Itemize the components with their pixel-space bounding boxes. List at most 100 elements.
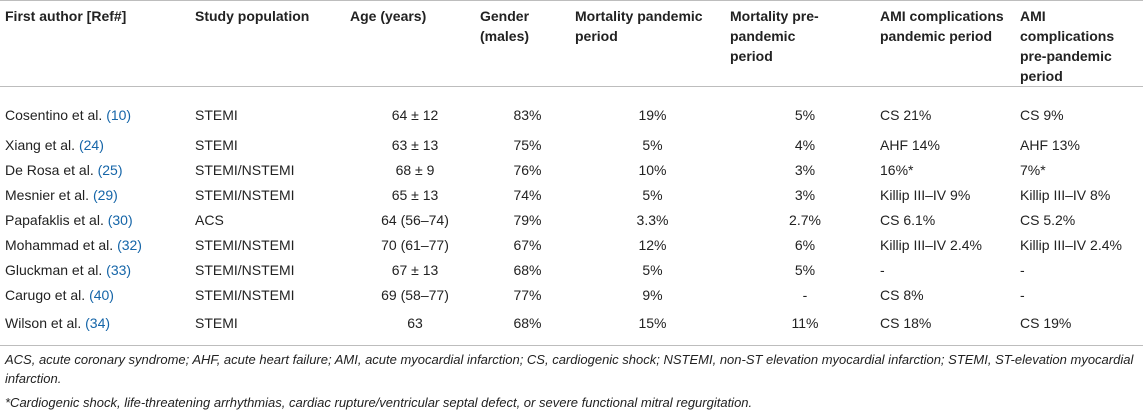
cell-mortality-pandemic: 3.3% bbox=[636, 211, 669, 228]
cell-population: STEMI/NSTEMI bbox=[195, 236, 295, 253]
cell-age: 64 (56–74) bbox=[381, 211, 449, 228]
table-row: Wilson et al. (34) STEMI 63 68% 15% 11% CS 18%… bbox=[0, 307, 1143, 346]
cell-ami-pre-pandemic: 7%* bbox=[1020, 161, 1046, 178]
header-ami-pandemic: AMI complications pandemic period bbox=[880, 1, 1020, 87]
header-mortality-pandemic: Mortality pandemic period bbox=[575, 1, 730, 87]
cell-gender: 68% bbox=[513, 315, 542, 331]
cell-ami-pre-pandemic: - bbox=[1020, 286, 1025, 303]
reference-link[interactable]: (30) bbox=[107, 211, 133, 228]
cell-author: Cosentino et al. (10) bbox=[0, 87, 195, 133]
reference-link[interactable]: (32) bbox=[117, 236, 142, 253]
cell-mortality-pre-pandemic: 11% bbox=[791, 315, 819, 331]
cell-author: Mohammad et al. (32) bbox=[0, 232, 195, 257]
cell-population: STEMI bbox=[195, 106, 238, 123]
cell-ami-pandemic: CS 18% bbox=[880, 315, 932, 331]
cell-ami-pre-pandemic: Killip III–IV 8% bbox=[1020, 186, 1111, 203]
cell-gender: 83% bbox=[513, 106, 542, 123]
table-row: Carugo et al. (40) STEMI/NSTEMI 69 (58–77)… bbox=[0, 282, 1143, 307]
cell-ami-pandemic: - bbox=[880, 261, 885, 278]
cell-age: 67 ± 13 bbox=[391, 261, 439, 278]
header-mortality-pre-pandemic-text: Mortality pre-pandemic period bbox=[730, 8, 819, 64]
cell-ami-pre-pandemic: Killip III–IV 2.4% bbox=[1020, 236, 1122, 253]
cell-author: Wilson et al. (34) bbox=[0, 307, 195, 346]
cell-population: STEMI bbox=[195, 315, 238, 331]
table-row: Mohammad et al. (32) STEMI/NSTEMI 70 (61–7… bbox=[0, 232, 1143, 257]
table-row: Papafaklis et al. (30) ACS 64 (56–74) 79% 3.… bbox=[0, 207, 1143, 232]
cell-mortality-pre-pandemic: - bbox=[802, 286, 808, 303]
footnote-abbreviations: ACS, acute coronary syndrome; AHF, acute… bbox=[5, 352, 1134, 386]
header-gender: Gender (males) bbox=[480, 1, 575, 87]
cell-population: ACS bbox=[195, 211, 224, 228]
cell-mortality-pre-pandemic: 3% bbox=[794, 186, 816, 203]
data-table: First author [Ref#] Study population Age… bbox=[0, 0, 1143, 346]
footnote-asterisk: *Cardiogenic shock, life-threatening arr… bbox=[5, 395, 753, 410]
header-ami-pandemic-text: AMI complications pandemic period bbox=[880, 8, 1004, 44]
author-name: Wilson et al. bbox=[5, 315, 82, 331]
cell-gender: 67% bbox=[513, 236, 542, 253]
table-row: Xiang et al. (24) STEMI 63 ± 13 75% 5% 4% AHF … bbox=[0, 132, 1143, 157]
cell-gender: 76% bbox=[513, 161, 542, 178]
cell-mortality-pre-pandemic: 2.7% bbox=[789, 211, 821, 228]
cell-ami-pandemic: Killip III–IV 2.4% bbox=[880, 236, 982, 253]
cell-gender: 79% bbox=[513, 211, 542, 228]
cell-age: 63 bbox=[407, 315, 423, 331]
cell-ami-pandemic: AHF 14% bbox=[880, 136, 940, 153]
table-row: Mesnier et al. (29) STEMI/NSTEMI 65 ± 13 74… bbox=[0, 182, 1143, 207]
cell-population: STEMI/NSTEMI bbox=[195, 186, 295, 203]
cell-ami-pandemic: CS 8% bbox=[880, 286, 924, 303]
cell-age: 64 ± 12 bbox=[391, 106, 439, 123]
author-name: Carugo et al. bbox=[5, 286, 86, 303]
cell-mortality-pandemic: 5% bbox=[642, 261, 663, 278]
reference-link[interactable]: (10) bbox=[106, 106, 132, 123]
reference-link[interactable]: (29) bbox=[92, 186, 118, 203]
cell-mortality-pre-pandemic: 5% bbox=[794, 106, 816, 123]
reference-link[interactable]: (33) bbox=[106, 261, 132, 278]
cell-age: 63 ± 13 bbox=[391, 136, 439, 153]
cell-ami-pandemic: CS 21% bbox=[880, 106, 932, 123]
cell-population: STEMI/NSTEMI bbox=[195, 286, 295, 303]
cell-ami-pandemic: 16%* bbox=[880, 161, 914, 178]
cell-mortality-pandemic: 10% bbox=[638, 161, 667, 178]
cell-population: STEMI/NSTEMI bbox=[195, 161, 295, 178]
cell-population: STEMI/NSTEMI bbox=[195, 261, 295, 278]
cell-ami-pre-pandemic: CS 19% bbox=[1020, 315, 1072, 331]
cell-mortality-pre-pandemic: 4% bbox=[794, 136, 816, 153]
table-row: Gluckman et al. (33) STEMI/NSTEMI 67 ± 13 6… bbox=[0, 257, 1143, 282]
header-age: Age (years) bbox=[350, 1, 480, 87]
cell-mortality-pre-pandemic: 3% bbox=[794, 161, 816, 178]
reference-link[interactable]: (25) bbox=[97, 161, 123, 178]
cell-ami-pandemic: CS 6.1% bbox=[880, 211, 936, 228]
reference-link[interactable]: (40) bbox=[89, 286, 114, 303]
table-row: De Rosa et al. (25) STEMI/NSTEMI 68 ± 9 76%… bbox=[0, 157, 1143, 182]
header-ami-pre-pandemic: AMI complications pre-pandemic period bbox=[1020, 1, 1143, 87]
author-name: Xiang et al. bbox=[5, 136, 76, 153]
header-gender-text: Gender (males) bbox=[480, 8, 530, 44]
cell-author: Carugo et al. (40) bbox=[0, 282, 195, 307]
cell-ami-pandemic: Killip III–IV 9% bbox=[880, 186, 971, 203]
cell-ami-pre-pandemic: - bbox=[1020, 261, 1025, 278]
cell-mortality-pandemic: 9% bbox=[642, 286, 663, 303]
header-age-text: Age (years) bbox=[350, 8, 427, 24]
reference-link[interactable]: (34) bbox=[85, 315, 111, 331]
author-name: Mesnier et al. bbox=[5, 186, 90, 203]
cell-population: STEMI bbox=[195, 136, 238, 153]
cell-mortality-pandemic: 5% bbox=[642, 186, 663, 203]
table-row: Cosentino et al. (10) STEMI 64 ± 12 83% 19% 5… bbox=[0, 87, 1143, 133]
header-study-population: Study population bbox=[195, 8, 310, 24]
header-mortality-pre-pandemic: Mortality pre-pandemic period bbox=[730, 1, 880, 87]
cell-gender: 74% bbox=[513, 186, 542, 203]
cell-age: 65 ± 13 bbox=[391, 186, 439, 203]
header-ami-pre-pandemic-text: AMI complications pre-pandemic period bbox=[1020, 8, 1115, 84]
cell-gender: 77% bbox=[513, 286, 542, 303]
cell-author: De Rosa et al. (25) bbox=[0, 157, 195, 182]
cell-age: 69 (58–77) bbox=[381, 286, 449, 303]
reference-link[interactable]: (24) bbox=[78, 136, 104, 153]
cell-mortality-pandemic: 5% bbox=[642, 136, 663, 153]
cell-author: Xiang et al. (24) bbox=[0, 132, 195, 157]
cell-mortality-pandemic: 15% bbox=[638, 315, 667, 331]
cell-ami-pre-pandemic: CS 5.2% bbox=[1020, 211, 1076, 228]
cell-ami-pre-pandemic: AHF 13% bbox=[1020, 136, 1080, 153]
header-row: First author [Ref#] Study population Age… bbox=[0, 0, 1143, 87]
author-name: Gluckman et al. bbox=[5, 261, 103, 278]
table-footnotes: ACS, acute coronary syndrome; AHF, acute… bbox=[5, 350, 1138, 417]
